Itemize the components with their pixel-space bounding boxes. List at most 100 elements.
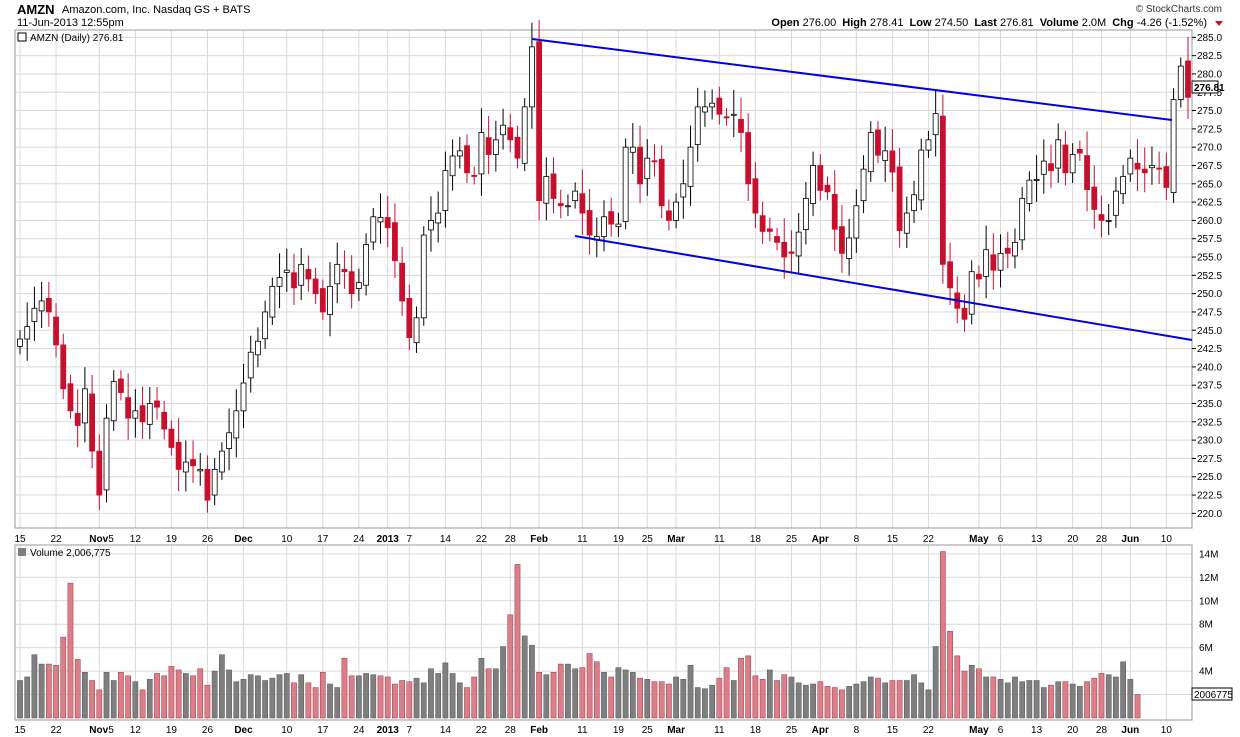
candle (218, 442, 225, 480)
candle-body (1120, 176, 1127, 195)
volume-bar (911, 674, 917, 719)
candle-body (298, 263, 305, 286)
volume-bar (276, 674, 283, 719)
volume-bar (334, 687, 341, 719)
candle-body (456, 150, 463, 157)
date-label: 18 (750, 534, 762, 545)
candle-body (536, 41, 543, 202)
ticker-symbol: AMZN (17, 2, 55, 17)
candle-body (1134, 162, 1141, 170)
date-label: 28 (505, 534, 517, 545)
candle-body (629, 146, 636, 153)
candle-body (1069, 154, 1076, 174)
candle-body (1105, 220, 1112, 222)
volume-bar (1134, 694, 1141, 719)
candle-body (190, 459, 196, 467)
candle-body (110, 381, 117, 422)
low-value: 274.50 (934, 17, 969, 29)
candle-body (67, 383, 74, 412)
candle-body (839, 226, 845, 254)
volume-bar (1105, 674, 1112, 719)
date-label: 10 (1161, 725, 1173, 736)
candle-body (1055, 139, 1062, 169)
candle-body (939, 115, 946, 265)
volume-bar (1113, 676, 1119, 719)
price-tick-label: 265.0 (1197, 179, 1222, 190)
volume-bar (327, 683, 333, 719)
candle (146, 387, 153, 440)
volume-bar (990, 676, 997, 719)
volume-tick-label: 12M (1199, 573, 1218, 584)
volume-bar (940, 551, 946, 719)
candle-body (997, 252, 1004, 271)
candle (557, 189, 564, 219)
date-label: 8 (854, 725, 860, 736)
candle-body (132, 410, 139, 419)
date-label: Mar (667, 725, 685, 736)
candle (673, 193, 679, 229)
candle-body (1163, 166, 1170, 188)
last-value: 276.81 (1000, 17, 1034, 29)
candle-body (319, 288, 326, 313)
candle (1098, 195, 1105, 238)
price-tick-label: 275.0 (1197, 106, 1222, 117)
candle (860, 155, 867, 214)
volume-legend: Volume 2,006,775 (18, 548, 111, 559)
candle (312, 267, 319, 304)
date-label: 22 (476, 725, 488, 736)
candle-body (990, 254, 997, 271)
price-tick-label: 282.5 (1197, 51, 1222, 62)
volume-bar (673, 676, 679, 719)
candle-body (53, 316, 59, 346)
volume-bar (175, 669, 182, 719)
candle (1055, 123, 1062, 183)
volume-bar (824, 686, 831, 719)
volume-bar (860, 681, 867, 719)
date-label: 25 (642, 534, 654, 545)
candle-body (500, 124, 506, 136)
candle (997, 234, 1004, 288)
candle-body (435, 212, 442, 224)
candle (384, 195, 391, 248)
volume-bar (925, 689, 932, 719)
date-label: 15 (887, 725, 899, 736)
candle (1048, 144, 1054, 188)
candle (334, 242, 341, 304)
price-tick-label: 237.5 (1197, 381, 1222, 392)
price-tick-label: 232.5 (1197, 417, 1222, 428)
change-label: Chg (1112, 17, 1134, 29)
dropdown-triangle-icon[interactable] (1215, 21, 1223, 26)
candle (211, 458, 218, 506)
candle (269, 277, 276, 325)
candle-body (1098, 214, 1105, 221)
candle-body (745, 132, 752, 185)
candle-body (976, 273, 982, 280)
volume-bar (932, 646, 939, 719)
volume-bar (53, 664, 59, 719)
volume-bar (247, 674, 254, 719)
volume-bar (110, 680, 117, 719)
date-label: 2013 (377, 534, 400, 545)
volume-bar (204, 684, 211, 719)
volume-bar (24, 676, 31, 719)
volume-bar (464, 687, 470, 719)
volume-bar (694, 687, 701, 719)
candle (514, 125, 521, 169)
volume-bar (1120, 661, 1126, 719)
candle-body (1012, 241, 1018, 257)
volume-bar (103, 672, 110, 719)
volume-bar (565, 663, 571, 719)
candle-body (774, 236, 780, 243)
volume-bar (45, 663, 52, 719)
volume-bar (392, 683, 398, 719)
brand-credit[interactable]: © StockCharts.com (1135, 4, 1222, 15)
candle (262, 300, 269, 349)
candle (709, 89, 716, 120)
candle-body (428, 220, 434, 231)
price-tick-label: 230.0 (1197, 436, 1222, 447)
candle (687, 125, 694, 206)
candle (968, 260, 975, 325)
date-label: 5 (108, 725, 114, 736)
candle-body (1113, 190, 1119, 216)
